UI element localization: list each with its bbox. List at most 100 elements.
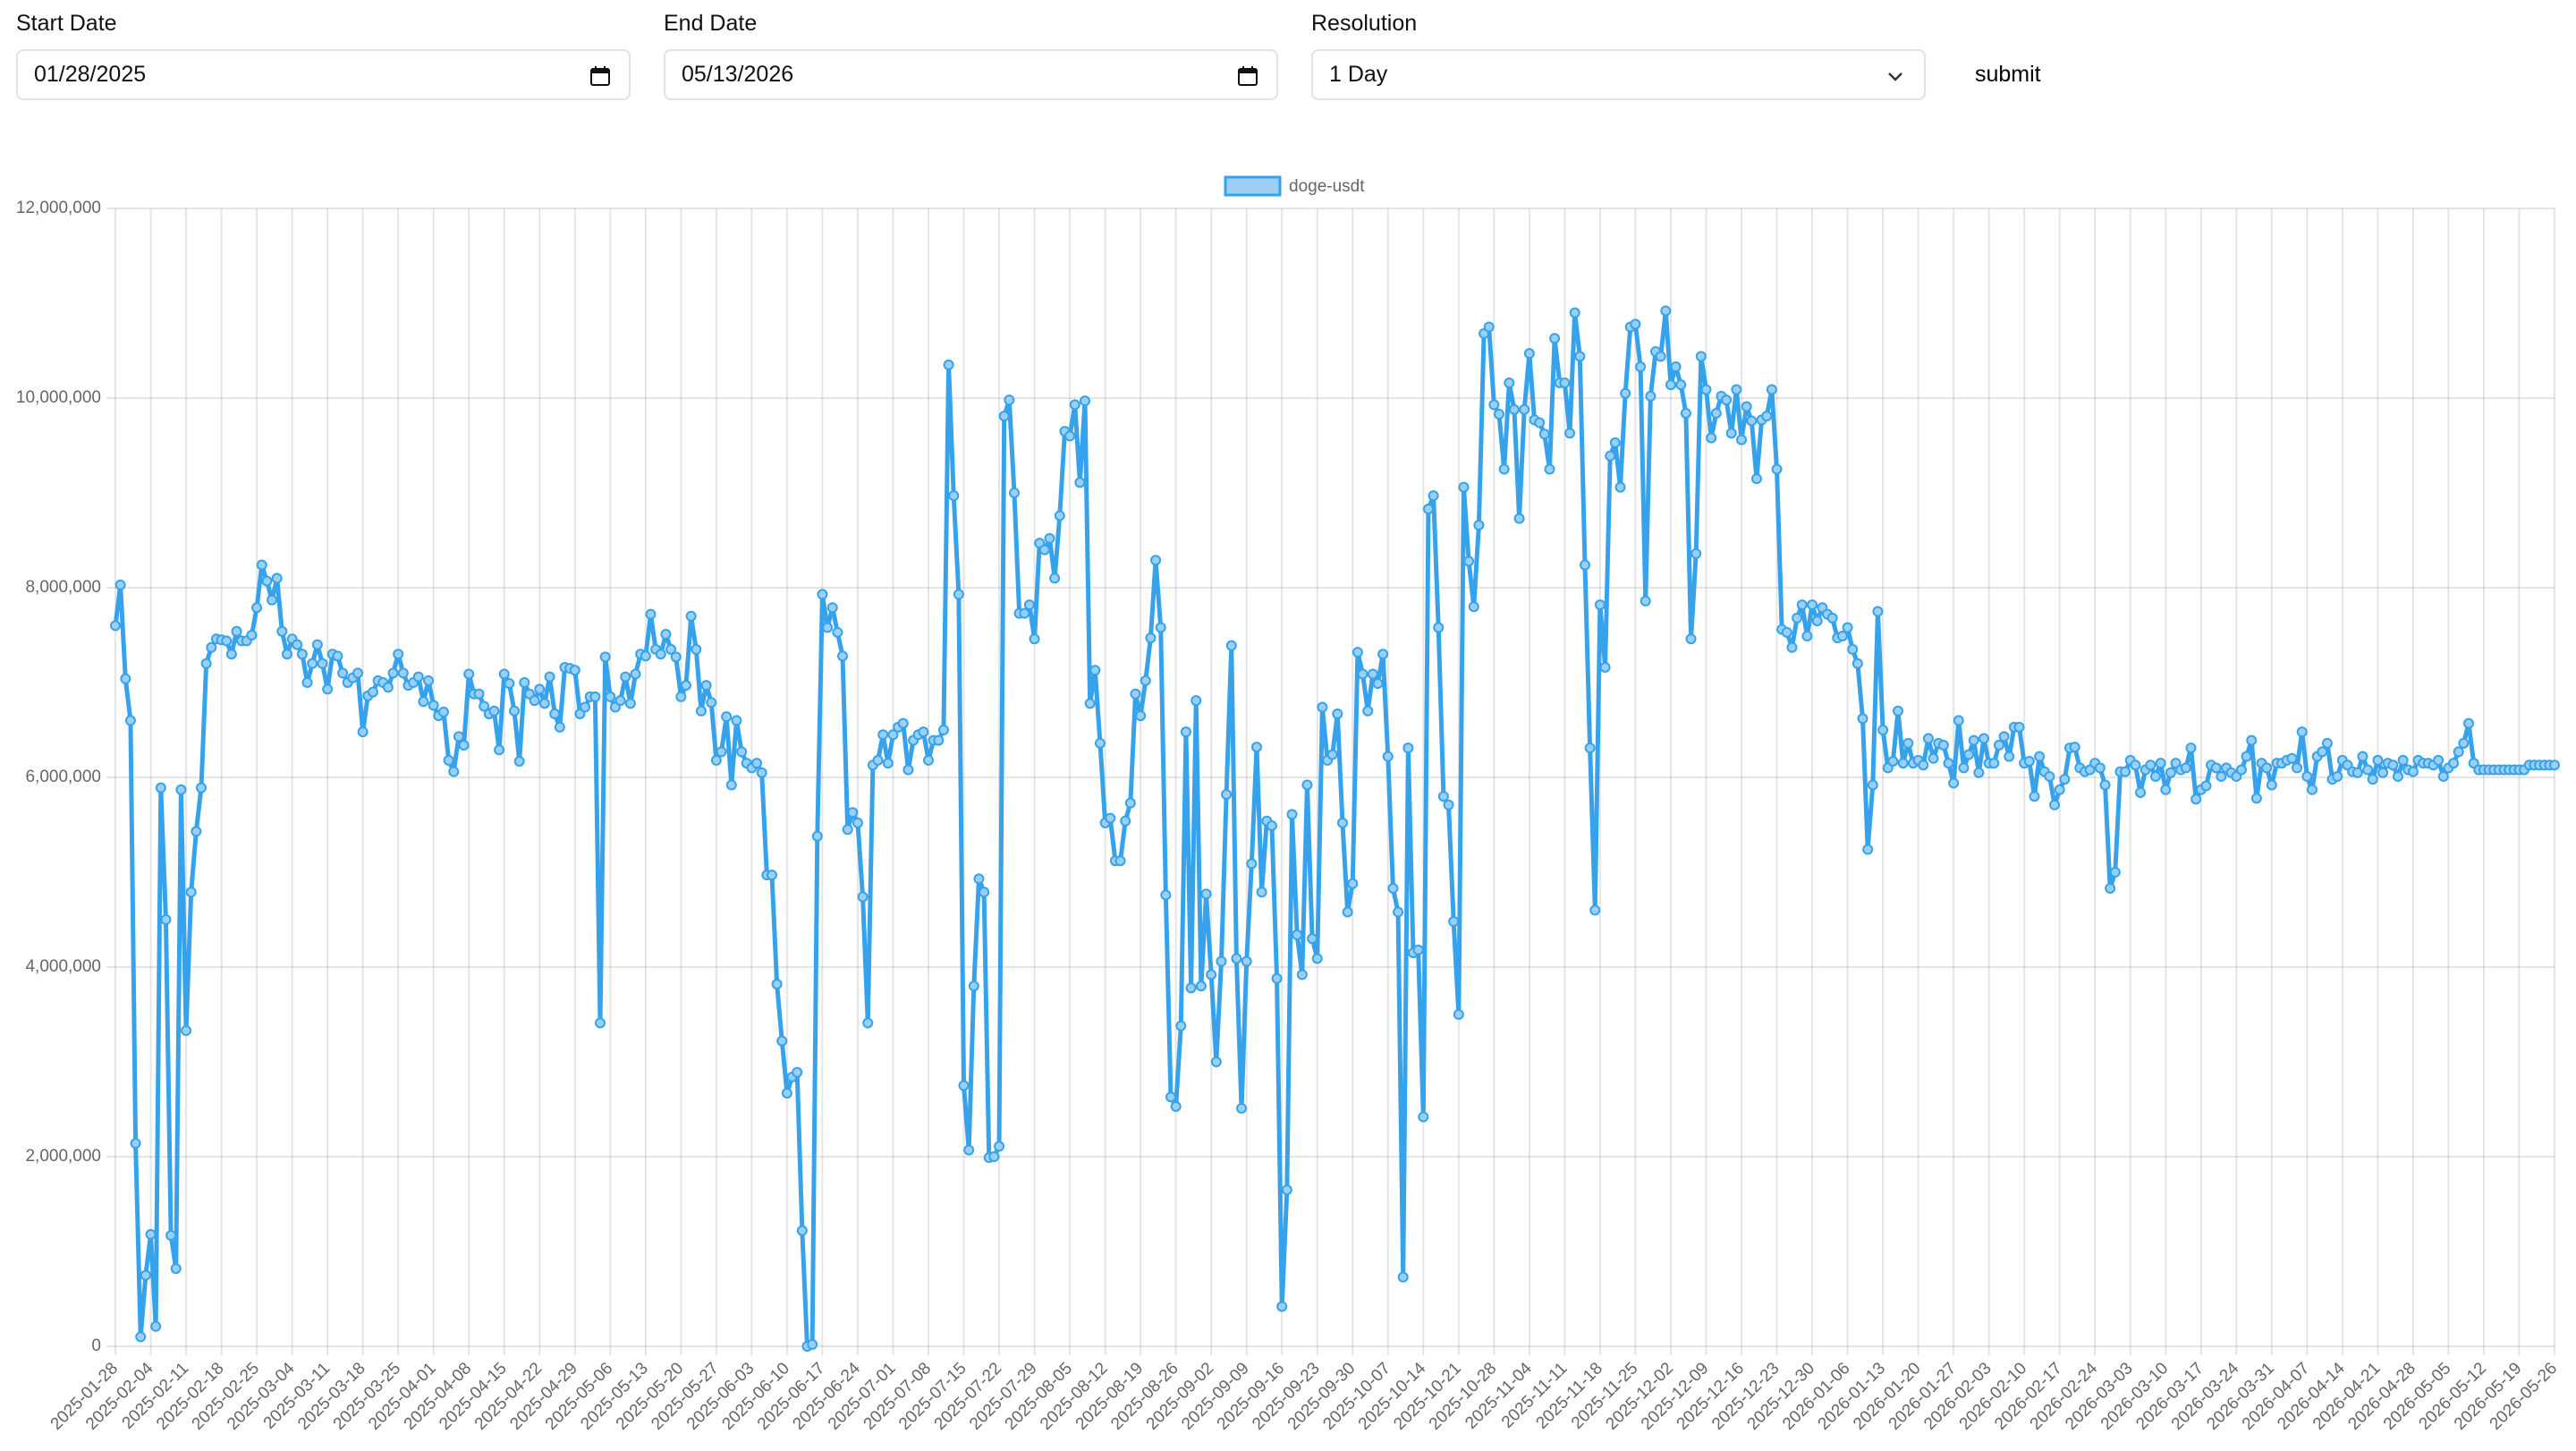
data-point: [2044, 770, 2055, 782]
data-point: [1893, 705, 1904, 717]
data-point: [1130, 688, 1141, 700]
data-point: [756, 767, 767, 778]
data-point: [2059, 774, 2071, 785]
data-point: [1852, 658, 1863, 669]
data-point: [1342, 906, 1353, 918]
data-point: [1665, 379, 1676, 391]
data-point: [1458, 481, 1470, 493]
data-point: [2448, 758, 2460, 769]
data-point: [832, 626, 843, 638]
data-point: [2246, 734, 2258, 746]
data-point: [185, 887, 197, 898]
data-point: [792, 1066, 803, 1078]
data-point: [1877, 725, 1889, 735]
data-point: [2317, 746, 2328, 758]
date-input[interactable]: 05/13/2026: [664, 49, 1278, 100]
data-point: [1210, 1056, 1222, 1067]
data-point: [322, 683, 334, 695]
data-point: [1463, 556, 1475, 567]
data-point: [267, 594, 278, 606]
data-point: [2120, 766, 2131, 777]
data-point: [1786, 641, 1798, 653]
calendar-icon: [1238, 66, 1258, 86]
data-point: [1221, 789, 1233, 801]
data-point: [1605, 450, 1616, 462]
data-point: [2034, 751, 2046, 762]
data-point: [1362, 705, 1374, 717]
data-point: [1614, 481, 1626, 493]
data-point: [1902, 737, 1914, 749]
data-point: [1842, 622, 1853, 633]
data-point: [1311, 953, 1323, 964]
data-point: [1332, 708, 1343, 719]
data-point: [2160, 784, 2172, 795]
data-point: [731, 715, 742, 726]
data-point: [549, 708, 561, 719]
data-point: [1292, 929, 1303, 940]
data-point: [494, 744, 505, 756]
data-point: [670, 651, 682, 663]
data-point: [206, 641, 217, 653]
data-point: [1206, 969, 1217, 980]
data-point: [665, 643, 677, 655]
data-point: [221, 635, 233, 647]
data-point: [387, 667, 399, 679]
data-point: [292, 639, 303, 650]
data-point: [1736, 434, 1747, 445]
data-point: [1948, 777, 1960, 789]
data-point: [1569, 307, 1580, 318]
data-point: [443, 754, 454, 766]
data-point: [191, 826, 202, 837]
data-point: [877, 729, 889, 741]
date-input[interactable]: 01/28/2025: [16, 49, 631, 100]
data-point: [140, 1269, 151, 1281]
data-point: [1266, 820, 1277, 832]
data-point: [1150, 555, 1162, 566]
data-point: [1347, 878, 1359, 889]
data-point: [2407, 766, 2419, 777]
data-point: [160, 914, 172, 925]
data-point: [2458, 737, 2470, 749]
data-point: [1080, 395, 1091, 407]
data-point: [710, 754, 722, 766]
data-point: [1286, 809, 1298, 820]
data-point: [1064, 430, 1076, 442]
data-point: [620, 671, 631, 683]
data-point: [155, 782, 166, 793]
data-point: [2210, 762, 2222, 774]
data-point: [1721, 395, 1733, 406]
data-point: [847, 807, 859, 819]
data-point: [2387, 759, 2399, 771]
data-point: [1412, 944, 1424, 955]
data-point: [225, 649, 237, 660]
data-point: [994, 1141, 1005, 1152]
data-point: [1437, 791, 1449, 802]
data-point: [680, 680, 691, 692]
data-point: [1074, 477, 1086, 488]
data-point: [2437, 770, 2449, 782]
data-point: [2301, 770, 2313, 782]
data-point: [1377, 649, 1389, 660]
select[interactable]: 1 Day: [1311, 49, 1926, 100]
data-point: [1281, 1184, 1292, 1196]
data-point: [948, 490, 960, 502]
data-point: [1418, 1111, 1429, 1123]
data-point: [367, 686, 378, 698]
data-point: [1336, 817, 1348, 828]
data-point: [1488, 399, 1500, 411]
data-point: [2241, 751, 2252, 762]
grid: [106, 208, 2555, 1355]
data-point: [2235, 764, 2247, 776]
data-point: [1963, 749, 1975, 760]
submit-button[interactable]: submit: [1959, 49, 2057, 100]
data-point: [595, 1017, 606, 1029]
data-point: [1599, 662, 1611, 674]
data-point: [261, 575, 273, 587]
data-point: [725, 779, 737, 791]
data-point: [2054, 784, 2065, 795]
data-point: [1357, 668, 1368, 680]
data-point: [2109, 867, 2121, 878]
data-point: [1105, 812, 1116, 824]
data-point: [418, 696, 429, 708]
